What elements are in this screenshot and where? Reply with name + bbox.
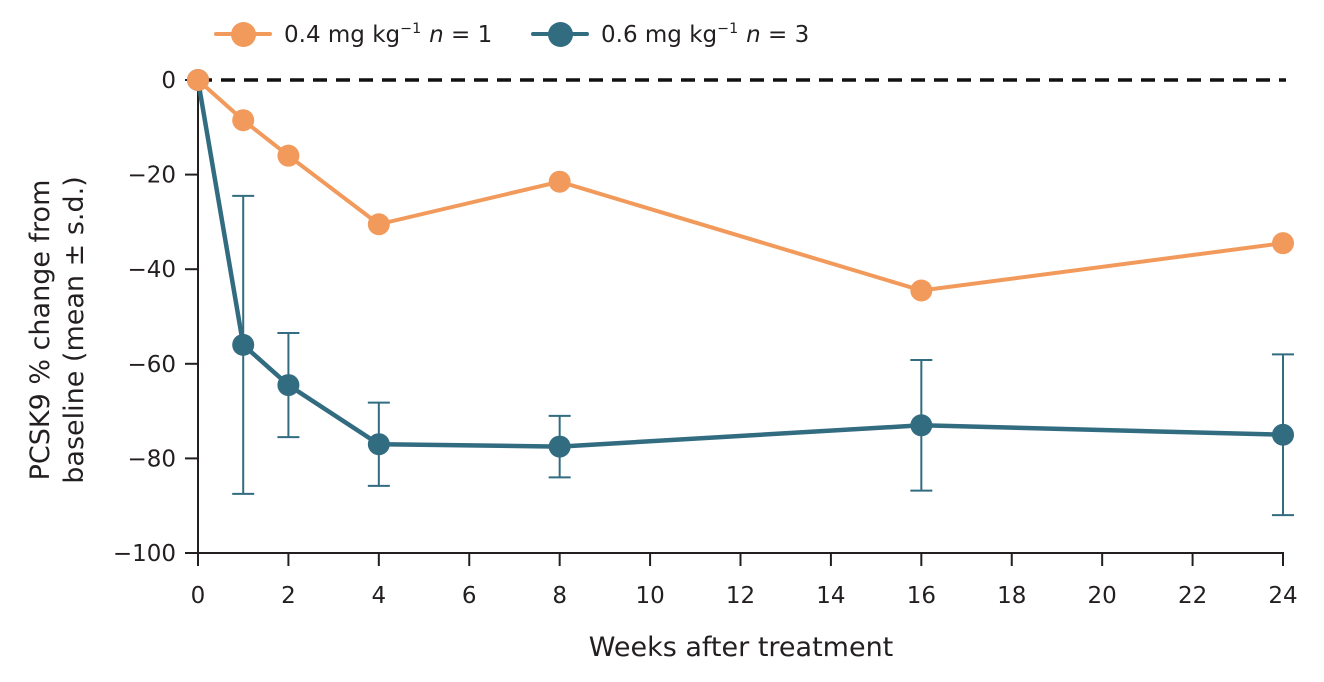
data-point-marker	[187, 69, 209, 91]
data-point-marker	[910, 279, 933, 302]
data-point-marker	[277, 144, 300, 167]
data-point-marker	[548, 435, 571, 458]
x-tick-label: 14	[816, 583, 845, 609]
legend-item-0-6mgkg: 0.6 mg kg−1 n = 3	[531, 16, 809, 52]
data-point-marker	[277, 374, 300, 397]
data-point-marker	[548, 170, 571, 193]
x-tick-label: 16	[907, 583, 936, 609]
legend-marker-0-6mgkg	[531, 16, 589, 52]
data-point-marker	[367, 433, 390, 456]
legend-label: 0.6 mg kg−1 n = 3	[601, 20, 810, 48]
legend-dot-swatch	[230, 21, 256, 47]
data-point-marker	[910, 414, 933, 437]
x-tick-label: 18	[997, 583, 1026, 609]
x-tick-label: 22	[1178, 583, 1207, 609]
y-axis-title: PCSK9 % change from baseline (mean ± s.d…	[24, 115, 92, 545]
y-tick-label: −80	[127, 446, 176, 472]
legend-label: 0.4 mg kg−1 n = 1	[284, 20, 493, 48]
legend-dot-swatch	[547, 21, 573, 47]
y-tick-label: −100	[113, 541, 176, 567]
data-point-marker	[232, 333, 255, 356]
y-tick-label: −60	[127, 352, 176, 378]
x-tick-label: 24	[1268, 583, 1297, 609]
y-tick-label: 0	[161, 68, 176, 94]
legend-marker-0-4mgkg	[214, 16, 272, 52]
x-tick-label: 10	[635, 583, 664, 609]
x-tick-label: 6	[462, 583, 477, 609]
y-tick-label: −40	[127, 257, 176, 283]
legend-item-0-4mgkg: 0.4 mg kg−1 n = 1	[214, 16, 492, 52]
y-tick-label: −20	[127, 163, 176, 189]
data-point-marker	[1272, 232, 1294, 255]
x-tick-label: 2	[281, 583, 296, 609]
y-axis-title-line1: PCSK9 % change from	[25, 179, 56, 481]
series-line	[196, 78, 1285, 293]
x-tick-label: 4	[372, 583, 387, 609]
data-point-marker	[367, 213, 390, 236]
x-tick-label: 0	[191, 583, 206, 609]
x-tick-label: 12	[726, 583, 755, 609]
x-tick-label: 20	[1088, 583, 1117, 609]
data-point-marker	[232, 109, 255, 132]
x-tick-label: 8	[552, 583, 567, 609]
x-axis-title: Weeks after treatment	[588, 632, 894, 663]
data-point-marker	[1272, 423, 1294, 446]
y-axis-title-line2: baseline (mean ± s.d.)	[59, 176, 90, 484]
